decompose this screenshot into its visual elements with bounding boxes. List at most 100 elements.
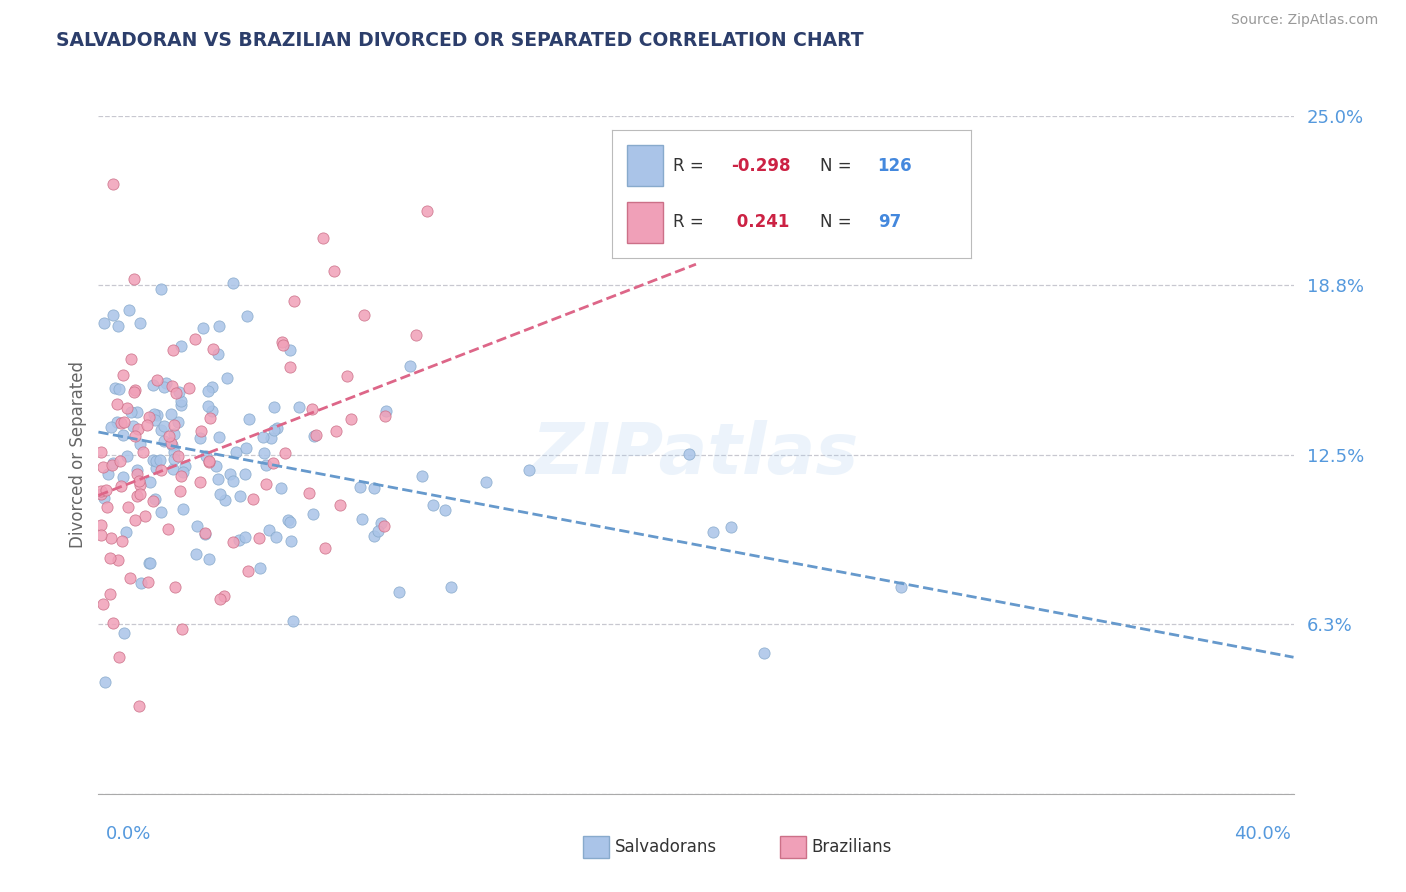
Point — [198, 455, 221, 469]
Point — [117, 303, 139, 318]
Point — [96, 483, 118, 497]
Point — [172, 622, 194, 636]
Point — [186, 519, 208, 533]
Point — [97, 467, 120, 482]
Point — [138, 557, 160, 571]
Point — [128, 698, 150, 713]
Point — [138, 410, 160, 425]
Point — [163, 580, 186, 594]
Point — [263, 423, 285, 437]
Point — [233, 530, 256, 544]
Point — [373, 518, 395, 533]
Point — [150, 505, 173, 519]
Point — [98, 587, 121, 601]
Point — [145, 408, 167, 422]
Point — [124, 429, 146, 443]
Point — [101, 616, 124, 631]
Point — [190, 424, 212, 438]
Point — [166, 449, 188, 463]
Point — [363, 528, 385, 542]
Point — [170, 339, 193, 353]
Point — [150, 424, 173, 438]
Point — [115, 525, 138, 540]
Point — [172, 465, 194, 479]
Point — [325, 424, 347, 438]
Y-axis label: Divorced or Separated: Divorced or Separated — [69, 361, 87, 549]
Point — [283, 614, 305, 628]
Point — [207, 347, 229, 361]
Point — [143, 407, 166, 421]
Point — [101, 308, 124, 322]
Point — [120, 351, 142, 366]
Point — [280, 534, 302, 549]
Point — [107, 552, 129, 566]
Point — [222, 475, 245, 489]
Point — [143, 491, 166, 506]
Point — [90, 528, 112, 542]
Point — [271, 335, 294, 350]
Point — [752, 646, 775, 660]
Point — [94, 675, 117, 690]
Point — [155, 376, 177, 390]
Point — [405, 328, 427, 343]
Point — [110, 416, 132, 430]
Point — [249, 561, 271, 575]
Point — [150, 282, 173, 296]
Point — [120, 571, 142, 585]
Point — [198, 411, 221, 425]
Point — [398, 359, 420, 373]
Point — [302, 429, 325, 443]
Point — [103, 456, 125, 470]
Point — [219, 467, 242, 482]
Point — [235, 442, 257, 456]
Point — [104, 381, 127, 395]
Point — [229, 489, 252, 503]
Point — [197, 384, 219, 398]
Point — [416, 203, 439, 218]
Point — [302, 507, 325, 521]
Point — [322, 264, 344, 278]
Text: 40.0%: 40.0% — [1234, 825, 1291, 843]
Point — [124, 513, 146, 527]
Point — [370, 516, 392, 530]
Point — [238, 412, 260, 426]
Point — [283, 294, 305, 309]
Point — [233, 467, 256, 481]
Point — [439, 581, 461, 595]
Point — [125, 463, 148, 477]
Point — [169, 398, 191, 412]
Text: Salvadorans: Salvadorans — [614, 838, 717, 856]
Point — [191, 321, 214, 335]
Point — [167, 385, 190, 400]
Point — [100, 419, 122, 434]
Point — [91, 459, 114, 474]
Point — [117, 500, 139, 515]
Point — [139, 475, 162, 489]
Point — [145, 413, 167, 427]
Point — [702, 524, 724, 539]
Point — [162, 462, 184, 476]
Point — [201, 342, 224, 356]
Point — [111, 533, 134, 548]
Point — [222, 276, 245, 290]
Point — [262, 457, 284, 471]
Point — [120, 405, 142, 419]
Point — [149, 463, 172, 477]
Point — [172, 501, 194, 516]
Point — [156, 522, 179, 536]
Point — [125, 489, 148, 503]
Point — [254, 477, 277, 491]
Point — [169, 483, 191, 498]
Point — [90, 517, 112, 532]
Point — [277, 513, 299, 527]
Point — [162, 343, 184, 357]
Point — [128, 437, 150, 451]
Point — [208, 592, 231, 607]
Point — [145, 454, 167, 468]
Point — [388, 585, 411, 599]
Point — [278, 515, 301, 529]
Point — [890, 580, 912, 594]
Point — [208, 318, 231, 333]
Point — [115, 401, 138, 416]
Point — [257, 523, 280, 537]
